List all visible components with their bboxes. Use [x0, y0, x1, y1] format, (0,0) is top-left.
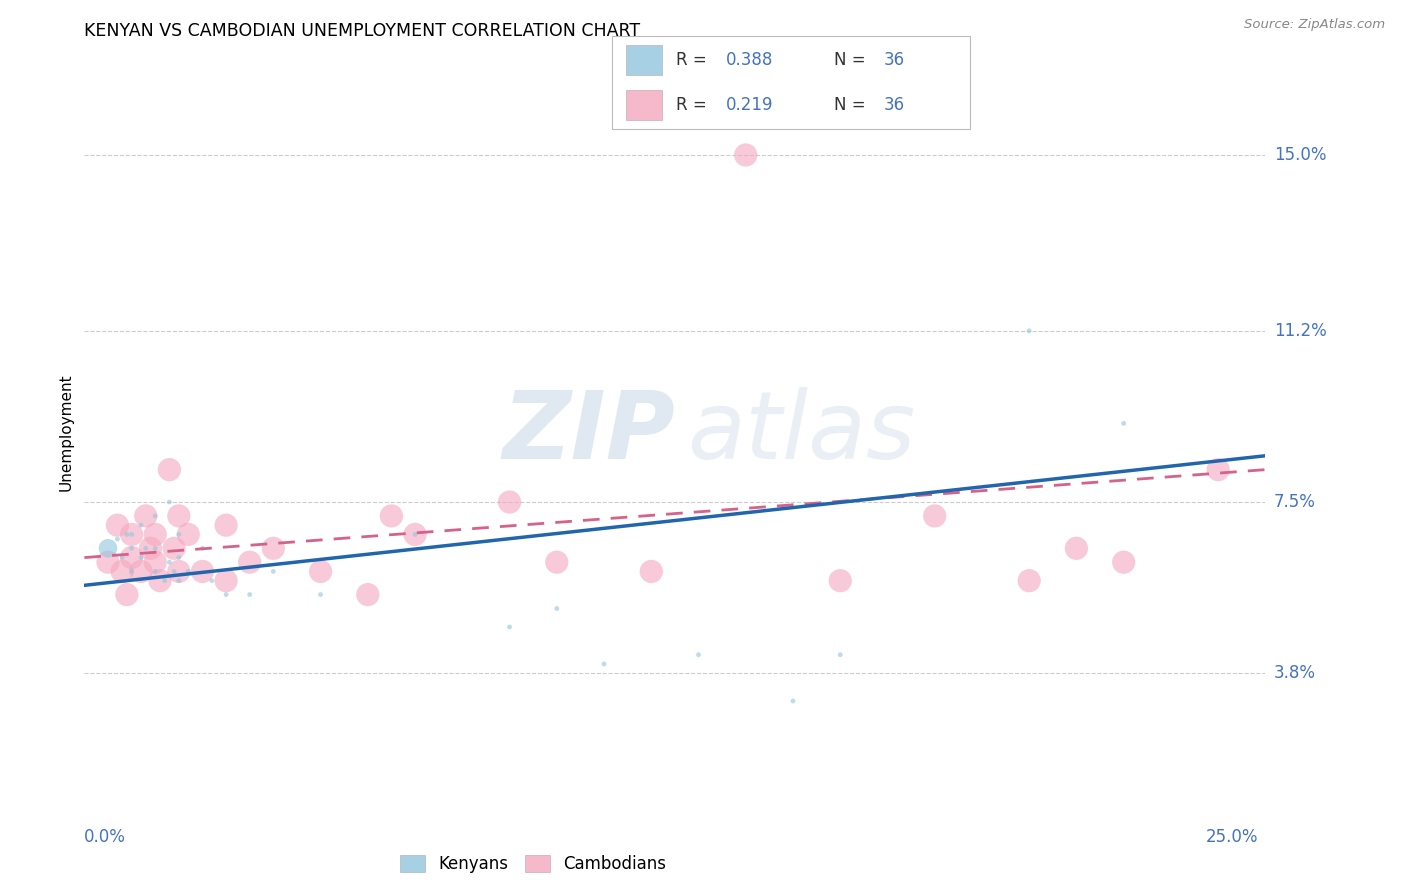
Point — [149, 574, 172, 588]
Text: 11.2%: 11.2% — [1274, 322, 1327, 340]
Text: N =: N = — [834, 96, 870, 114]
Point — [111, 565, 134, 579]
Point — [830, 648, 852, 662]
Point — [1206, 462, 1229, 476]
Point — [167, 550, 190, 565]
Point — [121, 550, 143, 565]
Point — [1018, 574, 1040, 588]
Point — [498, 495, 520, 509]
Point — [309, 565, 332, 579]
Point — [215, 588, 238, 602]
Point — [153, 574, 176, 588]
Point — [143, 555, 166, 569]
Point — [262, 565, 284, 579]
Point — [129, 518, 152, 533]
Point — [157, 555, 180, 569]
Bar — [626, 90, 662, 120]
Point — [546, 601, 568, 615]
Point — [177, 527, 200, 541]
Point — [163, 565, 186, 579]
Point — [143, 565, 166, 579]
Point — [107, 518, 129, 533]
Point — [593, 657, 616, 671]
Point — [135, 508, 157, 523]
Point — [107, 532, 129, 546]
Bar — [626, 45, 662, 75]
Point — [1112, 555, 1135, 569]
Point — [191, 541, 214, 556]
Text: N =: N = — [834, 51, 870, 69]
Text: 25.0%: 25.0% — [1206, 828, 1258, 846]
Text: ZIP: ZIP — [502, 386, 675, 479]
Point — [129, 550, 152, 565]
Point — [97, 555, 120, 569]
Point — [121, 527, 143, 541]
Point — [688, 648, 710, 662]
Point — [546, 555, 568, 569]
Point — [143, 508, 166, 523]
Point — [167, 565, 190, 579]
Point — [262, 541, 284, 556]
Point — [1112, 417, 1135, 431]
Text: R =: R = — [676, 96, 713, 114]
Point — [139, 541, 162, 556]
Text: Source: ZipAtlas.com: Source: ZipAtlas.com — [1244, 18, 1385, 31]
Point — [157, 462, 180, 476]
Point — [97, 541, 120, 556]
Point — [115, 527, 138, 541]
Point — [640, 565, 662, 579]
Point — [121, 541, 143, 556]
Point — [830, 574, 852, 588]
Point — [309, 588, 332, 602]
Point — [734, 148, 756, 162]
Point — [1066, 541, 1088, 556]
Point — [191, 565, 214, 579]
Text: 0.388: 0.388 — [727, 51, 773, 69]
Point — [404, 527, 426, 541]
Point — [498, 620, 520, 634]
Point — [357, 588, 380, 602]
Point — [239, 588, 262, 602]
Text: 7.5%: 7.5% — [1274, 493, 1316, 511]
Text: atlas: atlas — [686, 387, 915, 478]
Y-axis label: Unemployment: Unemployment — [58, 374, 73, 491]
Point — [121, 527, 143, 541]
Text: 3.8%: 3.8% — [1274, 665, 1316, 682]
Point — [215, 574, 238, 588]
Point — [111, 550, 134, 565]
Text: 36: 36 — [884, 96, 905, 114]
Text: R =: R = — [676, 51, 713, 69]
Point — [782, 694, 804, 708]
Point — [404, 527, 426, 541]
Point — [129, 565, 152, 579]
Point — [924, 508, 946, 523]
Point — [1018, 324, 1040, 338]
Point — [167, 527, 190, 541]
Point — [143, 541, 166, 556]
Point — [201, 574, 224, 588]
Point — [115, 588, 138, 602]
Point — [157, 495, 180, 509]
Text: 15.0%: 15.0% — [1274, 146, 1326, 164]
Point — [239, 555, 262, 569]
Point — [167, 574, 190, 588]
Point — [163, 541, 186, 556]
Text: KENYAN VS CAMBODIAN UNEMPLOYMENT CORRELATION CHART: KENYAN VS CAMBODIAN UNEMPLOYMENT CORRELA… — [84, 22, 641, 40]
Point — [177, 565, 200, 579]
Point — [143, 527, 166, 541]
Point — [215, 518, 238, 533]
Point — [121, 565, 143, 579]
Legend: Kenyans, Cambodians: Kenyans, Cambodians — [394, 848, 673, 880]
Point — [167, 508, 190, 523]
Text: 0.219: 0.219 — [727, 96, 773, 114]
Point — [380, 508, 402, 523]
Text: 0.0%: 0.0% — [84, 828, 127, 846]
Point — [135, 541, 157, 556]
Text: 36: 36 — [884, 51, 905, 69]
